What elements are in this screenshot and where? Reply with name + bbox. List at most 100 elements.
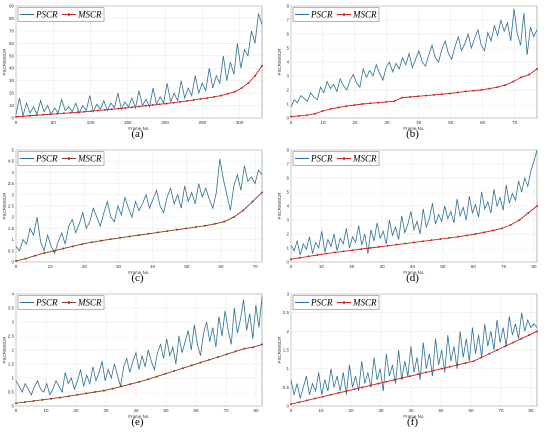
data-point-mscr (50, 397, 53, 400)
legend-marker (67, 13, 71, 16)
x-tick-label: 50 (163, 408, 169, 413)
data-point-mscr (329, 107, 332, 110)
data-point-mscr (409, 96, 412, 98)
y-tick-label: 7 (286, 18, 289, 23)
data-point-mscr (204, 224, 207, 227)
caption-c: (c) (131, 272, 144, 284)
caption-f: (f) (407, 416, 418, 428)
data-point-mscr (146, 378, 149, 381)
y-tick-label: 2.5 (283, 310, 290, 315)
data-point-mscr (504, 84, 507, 87)
x-tick-label: 50 (448, 120, 454, 125)
x-tick-label: 20 (349, 264, 355, 269)
x-tick-label: 70 (498, 408, 504, 413)
data-point-mscr (240, 87, 243, 90)
data-point-mscr (32, 399, 35, 402)
y-tick-label: 0 (286, 404, 289, 409)
y-tick-label: 5 (11, 148, 14, 153)
data-point-mscr (67, 395, 70, 398)
data-point-mscr (496, 349, 499, 351)
x-tick-label: 10 (320, 120, 326, 125)
data-point-mscr (342, 250, 345, 253)
x-tick-label: 40 (410, 264, 416, 269)
x-tick-label: 0 (15, 408, 18, 413)
data-point-mscr (500, 227, 503, 230)
data-point-mscr (465, 234, 468, 237)
data-point-mscr (76, 111, 79, 114)
y-tick-label: 1.5 (283, 348, 290, 353)
data-point-mscr (261, 64, 263, 67)
data-point-mscr (512, 341, 515, 344)
data-point-mscr (15, 259, 17, 262)
legend-box (17, 7, 105, 22)
x-tick-label: 100 (87, 120, 95, 125)
data-point-mscr (23, 401, 26, 404)
y-tick-label: 8 (286, 4, 289, 9)
data-point-mscr (377, 101, 380, 104)
y-axis-title: PSCR/MSCR (277, 48, 282, 76)
y-tick-label: 2 (286, 329, 289, 334)
data-point-mscr (81, 243, 84, 246)
y-tick-label: 50 (9, 53, 15, 58)
x-tick-label: 50 (184, 264, 190, 269)
data-point-mscr (528, 334, 531, 337)
panel-c: 0 0.5 1 1.5 2 2.5 3 3.5 4 4.5 5 0 10 20 30 40 50 60 70 Fram… (0, 144, 275, 288)
data-point-mscr (254, 74, 257, 77)
y-tick-label: 3 (286, 74, 289, 79)
data-point-mscr (138, 234, 140, 237)
x-axis-title: Frame No. (128, 126, 149, 131)
data-point-mscr (395, 243, 398, 246)
data-point-mscr (409, 375, 412, 378)
legend-box (17, 295, 105, 310)
legend: PSCR MSCR (292, 295, 380, 310)
x-tick-label: 30 (103, 408, 109, 413)
x-axis-title: Frame No. (403, 414, 424, 419)
data-point-mscr (71, 245, 74, 248)
panel-b: 0 1 2 3 4 5 6 7 8 0 10 20 30 40 50 60 70 Frame No. PSCR/MS… (275, 0, 550, 144)
data-point-mscr (321, 395, 324, 398)
x-axis-title: Frame No. (403, 270, 424, 275)
legend-box (17, 151, 105, 166)
chart-a: 0 10 20 30 40 50 60 70 80 90 0 50 100 150 200 250 300 Fra… (2, 4, 263, 131)
y-tick-label: 1 (11, 237, 14, 242)
data-point-mscr (199, 361, 202, 364)
data-point-mscr (290, 403, 292, 406)
data-point-mscr (151, 104, 154, 107)
plot-area (15, 5, 263, 119)
series-line-pscr (15, 158, 263, 255)
data-point-mscr (164, 372, 167, 375)
data-point-mscr (337, 106, 340, 109)
data-point-mscr (404, 242, 407, 245)
y-tick-label: 2.5 (8, 334, 15, 339)
data-point-mscr (62, 112, 65, 115)
x-tick-label: 0 (290, 120, 293, 125)
data-point-mscr (223, 220, 226, 223)
y-tick-label: 1 (286, 366, 289, 371)
data-point-mscr (448, 365, 451, 368)
data-point-mscr (464, 362, 467, 365)
data-point-mscr (448, 236, 451, 239)
data-point-mscr (448, 92, 451, 95)
data-point-mscr (56, 112, 58, 115)
data-point-mscr (119, 236, 122, 239)
x-tick-label: 10 (43, 408, 49, 413)
legend-label: PSCR (35, 154, 58, 164)
data-point-mscr (321, 110, 324, 112)
caption-b: (b) (406, 128, 419, 140)
data-point-mscr (456, 363, 459, 366)
data-point-mscr (416, 95, 419, 98)
x-tick-label: 30 (380, 264, 386, 269)
data-point-mscr (488, 352, 491, 355)
data-point-mscr (117, 107, 120, 110)
x-tick-label: 70 (253, 264, 259, 269)
data-point-mscr (353, 104, 356, 107)
data-point-mscr (393, 378, 396, 381)
data-point-mscr (165, 102, 168, 105)
x-tick-label: 20 (82, 264, 88, 269)
legend: PSCR MSCR (17, 7, 105, 22)
y-tick-label: 2 (286, 232, 289, 237)
data-point-mscr (76, 393, 79, 396)
x-tick-label: 80 (528, 408, 534, 413)
data-point-mscr (472, 89, 475, 92)
data-point-mscr (185, 227, 188, 230)
